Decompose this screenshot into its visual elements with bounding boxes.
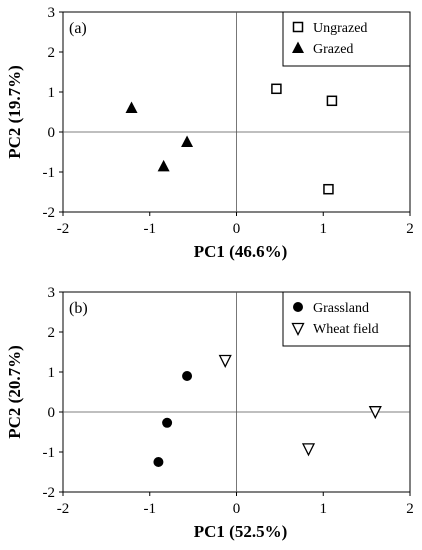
legend-box xyxy=(282,291,411,347)
x-tick-label: 1 xyxy=(320,221,328,237)
y-axis-title: PC2 (19.7%) xyxy=(5,65,24,158)
data-point xyxy=(162,417,173,428)
y-tick-label: -2 xyxy=(43,205,56,221)
y-tick-label: 3 xyxy=(48,285,56,301)
legend-marker xyxy=(292,41,304,53)
y-axis-title: PC2 (20.7%) xyxy=(5,345,24,438)
y-tick-label: 0 xyxy=(48,125,56,141)
data-point xyxy=(125,101,138,113)
x-tick-label: 0 xyxy=(233,501,241,517)
x-tick-label: -2 xyxy=(57,221,70,237)
data-point xyxy=(271,83,282,95)
x-tick-label: 2 xyxy=(406,501,414,517)
legend-marker xyxy=(292,21,304,33)
legend-box xyxy=(282,11,411,67)
legend-marker xyxy=(291,322,305,336)
x-axis-title: PC1 (46.6%) xyxy=(194,242,287,261)
x-tick-label: -1 xyxy=(144,501,157,517)
y-tick-label: 2 xyxy=(48,45,56,61)
panel-label: (a) xyxy=(69,20,87,37)
y-tick-label: -1 xyxy=(43,165,56,181)
y-tick-label: 1 xyxy=(48,85,56,101)
y-tick-label: -1 xyxy=(43,445,56,461)
series-ungrazed xyxy=(271,83,338,195)
series-grazed xyxy=(125,101,194,172)
series-grassland xyxy=(153,371,193,467)
x-tick-label: -2 xyxy=(57,501,70,517)
legend: Grassland Wheat field xyxy=(282,291,411,347)
panel-a: -2 -1 0 1 2 -2 -1 0 1 2 3 PC1 (46.6%) PC2 (19.7%) (a)… xyxy=(5,5,414,261)
legend-label: Grassland xyxy=(313,301,369,316)
legend-marker xyxy=(293,302,303,312)
panel-b: -2 -1 0 1 2 -2 -1 0 1 2 3 PC1 (52.5%) PC2 (20.7%) (b)… xyxy=(5,285,414,541)
x-tick-label: 2 xyxy=(406,221,414,237)
legend-label: Ungrazed xyxy=(313,21,367,36)
series-wheat-field xyxy=(218,354,382,457)
data-point xyxy=(368,406,382,420)
data-point xyxy=(218,354,232,368)
y-tick-label: 3 xyxy=(48,5,56,21)
x-tick-label: 0 xyxy=(233,221,241,237)
y-tick-label: 0 xyxy=(48,405,56,421)
y-tick-label: -2 xyxy=(43,485,56,501)
data-point xyxy=(182,371,193,381)
x-tick-label: -1 xyxy=(144,221,157,237)
data-point xyxy=(301,443,316,457)
data-point xyxy=(181,135,194,147)
data-point xyxy=(153,457,164,467)
legend-label: Grazed xyxy=(313,42,353,57)
y-tick-label: 1 xyxy=(48,365,56,381)
data-point xyxy=(326,95,338,107)
panel-label: (b) xyxy=(69,300,88,317)
x-tick-label: 1 xyxy=(320,501,328,517)
data-point xyxy=(157,159,170,172)
legend-label: Wheat field xyxy=(313,322,379,337)
y-tick-label: 2 xyxy=(48,325,56,341)
data-point xyxy=(323,183,334,195)
legend: Ungrazed Grazed xyxy=(282,11,411,67)
x-axis-title: PC1 (52.5%) xyxy=(194,522,287,541)
